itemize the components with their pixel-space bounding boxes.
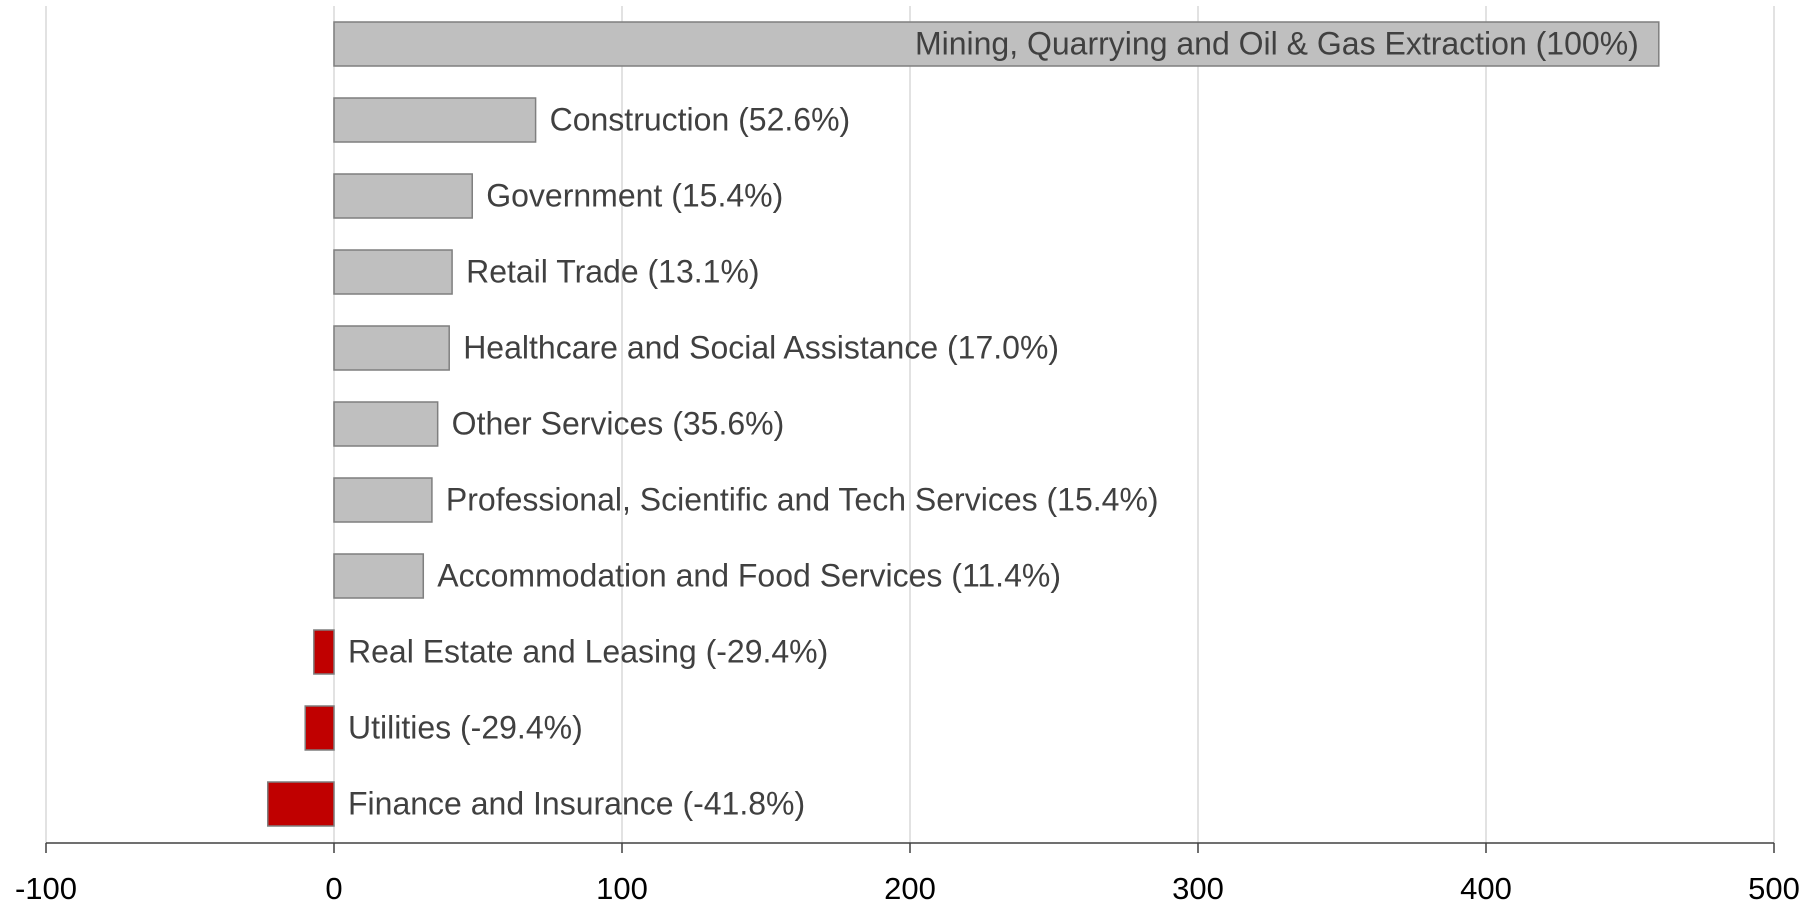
bar-label: Utilities (-29.4%) xyxy=(348,709,583,745)
bar xyxy=(333,249,453,295)
x-tick-label: 200 xyxy=(884,871,936,905)
bar-label: Professional, Scientific and Tech Servic… xyxy=(446,481,1159,517)
bar-label: Government (15.4%) xyxy=(486,177,783,213)
bar xyxy=(333,325,450,371)
x-tick-label: -100 xyxy=(15,871,77,905)
x-tick-label: 100 xyxy=(596,871,648,905)
bar-label: Mining, Quarrying and Oil & Gas Extracti… xyxy=(915,25,1639,61)
bar xyxy=(313,629,335,675)
bar xyxy=(333,97,537,143)
bar xyxy=(333,477,433,523)
bar-label: Real Estate and Leasing (-29.4%) xyxy=(348,633,828,669)
x-tick-label: 300 xyxy=(1172,871,1224,905)
bar-label: Construction (52.6%) xyxy=(550,101,851,137)
bar xyxy=(333,21,1660,67)
bar-label: Other Services (35.6%) xyxy=(452,405,785,441)
bar xyxy=(304,705,335,751)
x-tick-label: 500 xyxy=(1748,871,1800,905)
bar xyxy=(267,781,335,827)
x-tick-label: 0 xyxy=(325,871,342,905)
bar-label: Accommodation and Food Services (11.4%) xyxy=(437,557,1061,593)
bar-label: Retail Trade (13.1%) xyxy=(466,253,759,289)
bar-label: Finance and Insurance (-41.8%) xyxy=(348,785,805,821)
x-tick-label: 400 xyxy=(1460,871,1512,905)
bar xyxy=(333,173,473,219)
bar xyxy=(333,553,425,599)
bar xyxy=(333,401,439,447)
bar-label: Healthcare and Social Assistance (17.0%) xyxy=(463,329,1059,365)
